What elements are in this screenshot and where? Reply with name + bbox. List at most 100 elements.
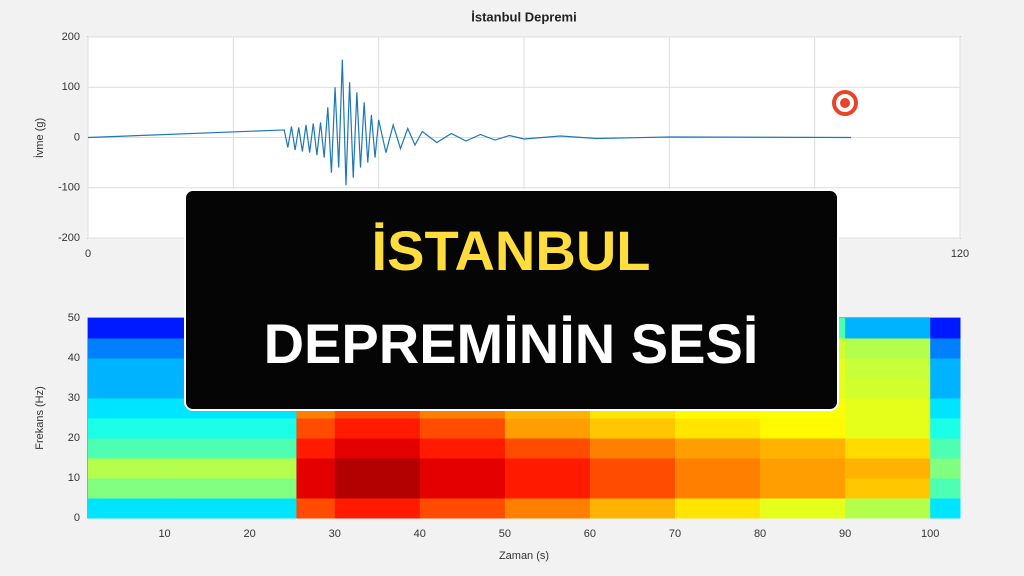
heat-cell — [249, 418, 297, 439]
heat-cell — [334, 418, 421, 439]
heat-cell — [589, 478, 676, 499]
heat-cell — [88, 498, 166, 519]
heat-cell — [760, 438, 846, 459]
y-tick-label: 20 — [68, 432, 80, 444]
heat-cell — [88, 478, 166, 499]
logo-ring — [832, 90, 858, 116]
heat-cell — [930, 358, 961, 379]
heat-cell — [760, 478, 846, 499]
x-tick-label: 40 — [414, 528, 426, 540]
heat-cell — [845, 358, 931, 379]
overlay-subtitle: DEPREMİNİN SESİ — [264, 312, 759, 375]
y-tick-label: 30 — [68, 392, 80, 404]
y-tick-label: 200 — [62, 31, 80, 43]
heat-cell — [419, 438, 506, 459]
heat-cell — [845, 498, 931, 519]
heat-cell — [419, 458, 506, 479]
heat-cell — [249, 458, 297, 479]
heat-cell — [675, 438, 761, 459]
heat-cell — [845, 418, 931, 439]
heat-cell — [589, 438, 676, 459]
heat-cell — [296, 418, 336, 439]
y-tick-label: 0 — [74, 512, 80, 524]
logo-dot — [840, 98, 850, 108]
chart-title: İstanbul Depremi — [471, 9, 576, 24]
y-axis-label: Frekans (Hz) — [34, 386, 46, 450]
heat-cell — [419, 418, 506, 439]
heat-cell — [845, 318, 931, 339]
heat-cell — [675, 458, 761, 479]
heat-cell — [930, 398, 961, 419]
heat-cell — [164, 458, 251, 479]
heat-cell — [419, 498, 506, 519]
x-tick-label: 50 — [499, 528, 511, 540]
heat-cell — [760, 498, 846, 519]
y-tick-label: 10 — [68, 472, 80, 484]
heat-cell — [504, 418, 591, 439]
x-tick-label: 10 — [158, 528, 170, 540]
heat-cell — [88, 398, 166, 419]
x-tick-label: 120 — [951, 248, 969, 260]
heat-cell — [845, 378, 931, 399]
heat-cell — [504, 438, 591, 459]
heat-cell — [296, 458, 336, 479]
heat-cell — [88, 458, 166, 479]
x-axis-label: Zaman (s) — [499, 550, 549, 562]
y-tick-label: -200 — [58, 232, 80, 244]
heat-cell — [930, 338, 961, 359]
x-tick-label: 80 — [754, 528, 766, 540]
x-tick-label: 0 — [85, 248, 91, 260]
x-tick-label: 90 — [839, 528, 851, 540]
heat-cell — [88, 438, 166, 459]
heat-cell — [930, 458, 961, 479]
heat-cell — [419, 478, 506, 499]
heat-cell — [296, 438, 336, 459]
x-tick-label: 30 — [329, 528, 341, 540]
heat-cell — [88, 378, 166, 399]
heat-cell — [589, 418, 676, 439]
heat-cell — [675, 478, 761, 499]
heat-cell — [249, 438, 297, 459]
y-tick-label: 50 — [68, 312, 80, 324]
heat-cell — [249, 498, 297, 519]
heat-cell — [296, 478, 336, 499]
heat-cell — [334, 478, 421, 499]
y-axis-label: İvme (g) — [33, 118, 46, 158]
heat-cell — [164, 438, 251, 459]
heat-cell — [845, 438, 931, 459]
heat-cell — [164, 478, 251, 499]
watermark — [832, 90, 858, 116]
y-tick-label: 100 — [62, 81, 80, 93]
heat-cell — [334, 458, 421, 479]
heat-cell — [675, 418, 761, 439]
heat-cell — [88, 358, 166, 379]
heat-cell — [589, 498, 676, 519]
y-tick-label: 40 — [68, 352, 80, 364]
heat-cell — [504, 458, 591, 479]
heat-cell — [930, 318, 961, 339]
heat-cell — [760, 458, 846, 479]
heat-cell — [845, 458, 931, 479]
heat-cell — [164, 418, 251, 439]
heat-cell — [845, 478, 931, 499]
heat-cell — [930, 378, 961, 399]
heat-cell — [504, 478, 591, 499]
heat-cell — [88, 318, 166, 339]
heat-cell — [164, 498, 251, 519]
y-tick-label: 0 — [74, 131, 80, 143]
heat-cell — [930, 418, 961, 439]
heat-cell — [334, 438, 421, 459]
heat-cell — [930, 438, 961, 459]
x-tick-label: 60 — [584, 528, 596, 540]
heat-cell — [589, 458, 676, 479]
heat-cell — [249, 478, 297, 499]
heat-cell — [88, 338, 166, 359]
heat-cell — [930, 478, 961, 499]
heat-cell — [930, 498, 961, 519]
x-tick-label: 70 — [669, 528, 681, 540]
heat-cell — [88, 418, 166, 439]
overlay-box — [184, 189, 839, 411]
heat-cell — [675, 498, 761, 519]
overlay-title: İSTANBUL — [372, 219, 651, 282]
